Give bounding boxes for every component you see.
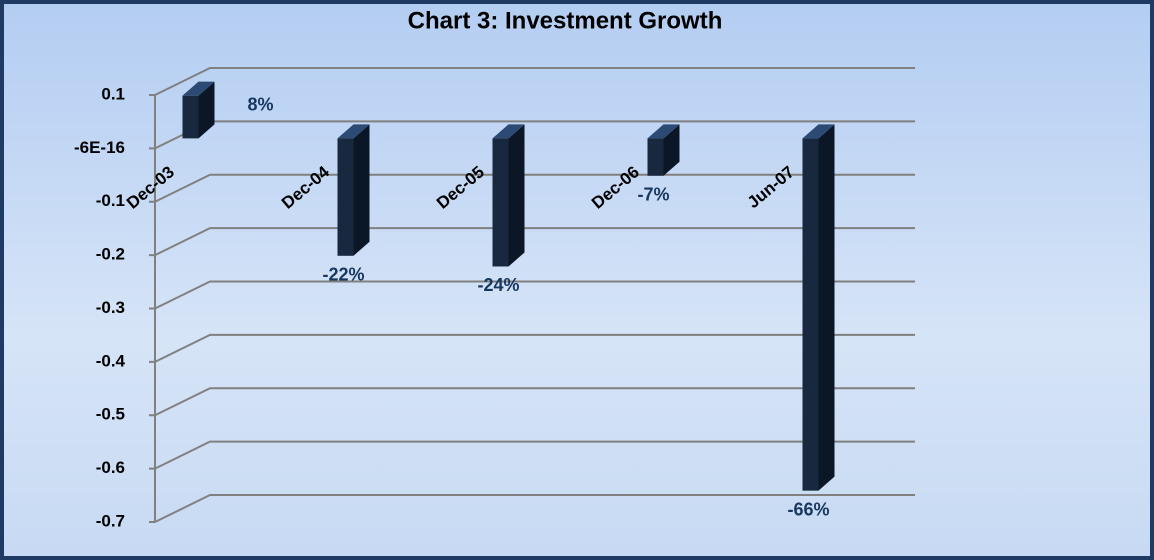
value-label: 8% xyxy=(247,94,273,114)
y-tick-label: -0.2 xyxy=(96,245,125,264)
bar-side xyxy=(508,124,525,267)
bar xyxy=(492,138,509,267)
value-label: -24% xyxy=(477,275,519,295)
y-tick-label: -6E-16 xyxy=(74,138,125,157)
grid-line xyxy=(154,280,915,310)
bar-top xyxy=(647,124,680,139)
y-tick-label: -0.3 xyxy=(96,298,125,317)
bar-top xyxy=(182,81,215,96)
bar-side xyxy=(663,124,680,176)
grid-line xyxy=(154,440,915,470)
bar-top xyxy=(492,124,525,139)
bar xyxy=(647,138,664,176)
bar-side xyxy=(818,124,835,491)
y-tick-label: 0.1 xyxy=(101,84,125,103)
bar xyxy=(802,138,819,491)
bar-side xyxy=(198,81,215,139)
y-tick-label: -0.1 xyxy=(96,191,125,210)
value-label: -22% xyxy=(322,265,364,285)
y-tick-label: -0.5 xyxy=(96,405,125,424)
grid-line xyxy=(154,387,915,417)
grid-line xyxy=(154,67,915,96)
value-label: -66% xyxy=(787,499,829,519)
grid-line xyxy=(154,494,915,523)
y-tick-label: -0.4 xyxy=(96,351,126,370)
bar xyxy=(182,95,199,139)
bar xyxy=(337,138,354,256)
bar-side xyxy=(353,124,370,256)
y-tick-label: -0.7 xyxy=(96,511,125,530)
bar-top xyxy=(802,124,835,139)
grid-line xyxy=(154,173,915,203)
y-tick-label: -0.6 xyxy=(96,458,125,477)
bar-top xyxy=(337,124,370,139)
chart-title: Chart 3: Investment Growth xyxy=(408,7,723,34)
grid-line xyxy=(154,333,915,363)
grid-line xyxy=(154,227,915,257)
value-label: -7% xyxy=(637,184,669,204)
